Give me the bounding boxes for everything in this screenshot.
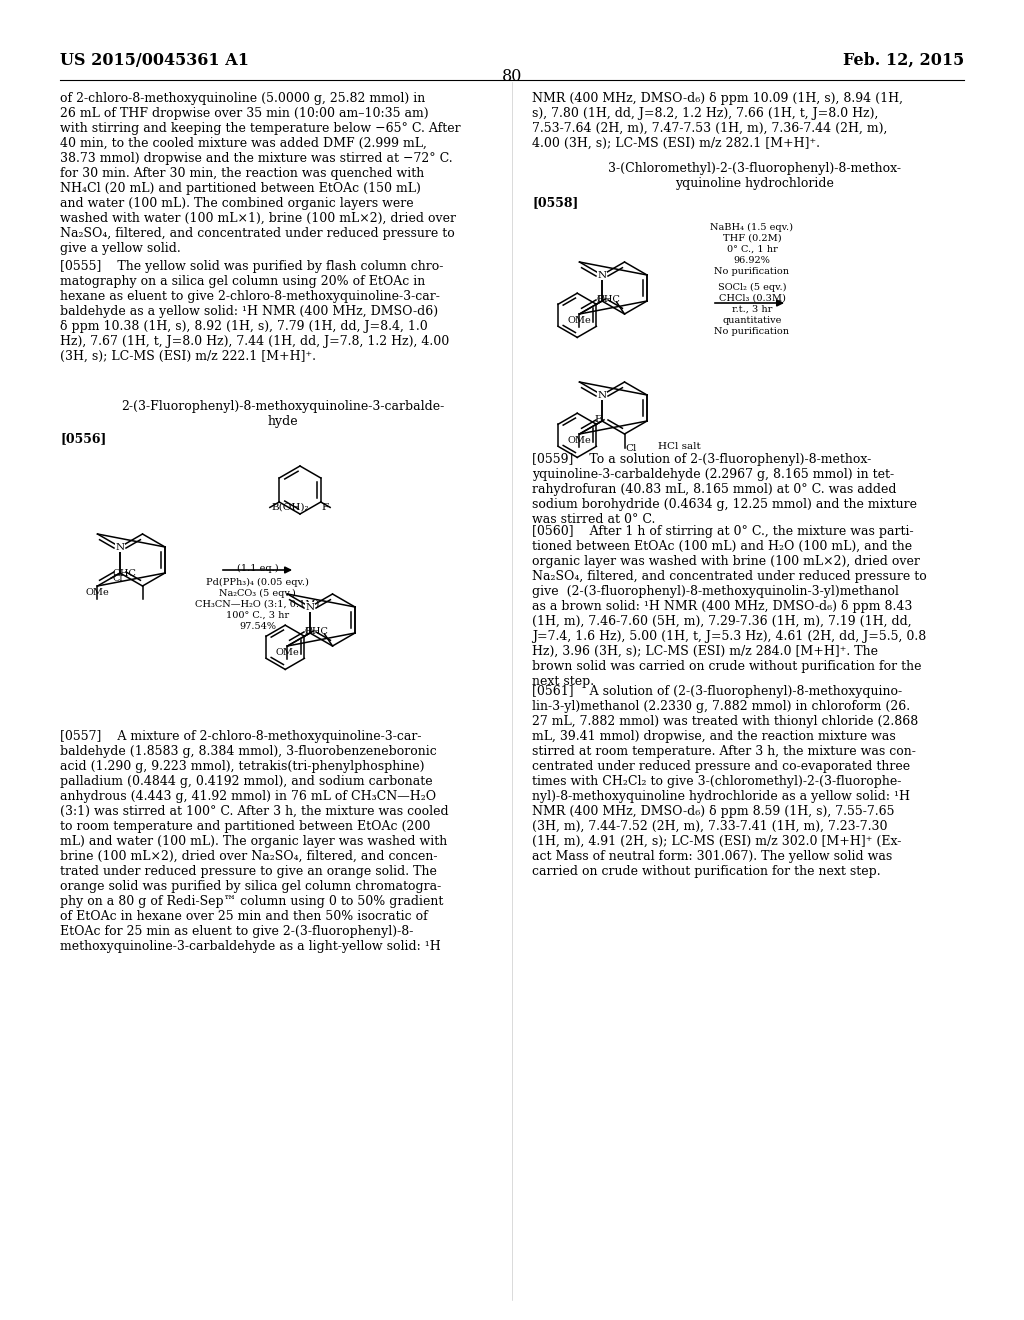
Text: N: N bbox=[597, 271, 606, 280]
Text: No purification: No purification bbox=[715, 267, 790, 276]
Text: NMR (400 MHz, DMSO-d₆) δ ppm 10.09 (1H, s), 8.94 (1H,
s), 7.80 (1H, dd, J=8.2, 1: NMR (400 MHz, DMSO-d₆) δ ppm 10.09 (1H, … bbox=[532, 92, 903, 150]
Text: N: N bbox=[305, 602, 314, 611]
Text: Cl: Cl bbox=[113, 574, 124, 582]
Text: F: F bbox=[321, 503, 328, 512]
Text: 100° C., 3 hr: 100° C., 3 hr bbox=[226, 611, 289, 620]
Text: quantitative: quantitative bbox=[722, 315, 781, 325]
Text: N: N bbox=[116, 543, 125, 552]
Text: Feb. 12, 2015: Feb. 12, 2015 bbox=[843, 51, 964, 69]
Text: Na₂CO₃ (5 eqv.): Na₂CO₃ (5 eqv.) bbox=[219, 589, 296, 598]
Text: CHCl₃ (0.3M): CHCl₃ (0.3M) bbox=[719, 294, 785, 304]
Text: OHC: OHC bbox=[113, 569, 136, 578]
Text: 3-(Chloromethyl)-2-(3-fluorophenyl)-8-methox-
yquinoline hydrochloride: 3-(Chloromethyl)-2-(3-fluorophenyl)-8-me… bbox=[608, 162, 901, 190]
Text: US 2015/0045361 A1: US 2015/0045361 A1 bbox=[60, 51, 249, 69]
Text: Cl: Cl bbox=[626, 444, 637, 453]
Text: No purification: No purification bbox=[715, 327, 790, 337]
Text: (1.1 eq.): (1.1 eq.) bbox=[237, 564, 279, 573]
Text: OMe: OMe bbox=[86, 587, 110, 597]
Text: SOCl₂ (5 eqv.): SOCl₂ (5 eqv.) bbox=[718, 282, 786, 292]
Text: Pd(PPh₃)₄ (0.05 eqv.): Pd(PPh₃)₄ (0.05 eqv.) bbox=[206, 578, 309, 587]
Text: HCl salt: HCl salt bbox=[658, 442, 701, 451]
Text: OHC: OHC bbox=[305, 627, 329, 636]
Text: 96.92%: 96.92% bbox=[733, 256, 770, 265]
Text: [0555]    The yellow solid was purified by flash column chro-
matography on a si: [0555] The yellow solid was purified by … bbox=[60, 260, 450, 363]
Text: 0° C., 1 hr: 0° C., 1 hr bbox=[727, 246, 777, 253]
Text: of 2-chloro-8-methoxyquinoline (5.0000 g, 25.82 mmol) in
26 mL of THF dropwise o: of 2-chloro-8-methoxyquinoline (5.0000 g… bbox=[60, 92, 461, 255]
Text: r.t., 3 hr: r.t., 3 hr bbox=[732, 305, 772, 314]
Text: OMe: OMe bbox=[567, 436, 591, 445]
Text: 80: 80 bbox=[502, 69, 522, 84]
Text: [0559]    To a solution of 2-(3-fluorophenyl)-8-methox-
yquinoline-3-carbaldehyd: [0559] To a solution of 2-(3-fluoropheny… bbox=[532, 453, 918, 525]
Text: OMe: OMe bbox=[275, 648, 299, 657]
Text: [0556]: [0556] bbox=[60, 432, 106, 445]
Text: F: F bbox=[595, 416, 602, 424]
Text: N: N bbox=[597, 391, 606, 400]
Text: B(OH)₂: B(OH)₂ bbox=[271, 503, 309, 512]
Text: [0560]    After 1 h of stirring at 0° C., the mixture was parti-
tioned between : [0560] After 1 h of stirring at 0° C., t… bbox=[532, 525, 927, 688]
Text: 97.54%: 97.54% bbox=[239, 622, 276, 631]
Text: THF (0.2M): THF (0.2M) bbox=[723, 234, 781, 243]
Text: [0558]: [0558] bbox=[532, 195, 579, 209]
Text: CH₃CN—H₂O (3:1, 0.1M): CH₃CN—H₂O (3:1, 0.1M) bbox=[196, 601, 319, 609]
Text: F: F bbox=[596, 294, 603, 304]
Text: 2-(3-Fluorophenyl)-8-methoxyquinoline-3-carbalde-
hyde: 2-(3-Fluorophenyl)-8-methoxyquinoline-3-… bbox=[121, 400, 444, 428]
Text: NaBH₄ (1.5 eqv.): NaBH₄ (1.5 eqv.) bbox=[711, 223, 794, 232]
Text: F: F bbox=[304, 627, 311, 635]
Text: OHC: OHC bbox=[597, 294, 621, 304]
Text: [0557]    A mixture of 2-chloro-8-methoxyquinoline-3-car-
baldehyde (1.8583 g, 8: [0557] A mixture of 2-chloro-8-methoxyqu… bbox=[60, 730, 449, 953]
Text: [0561]    A solution of (2-(3-fluorophenyl)-8-methoxyquino-
lin-3-yl)methanol (2: [0561] A solution of (2-(3-fluorophenyl)… bbox=[532, 685, 919, 878]
Text: OMe: OMe bbox=[567, 315, 591, 325]
